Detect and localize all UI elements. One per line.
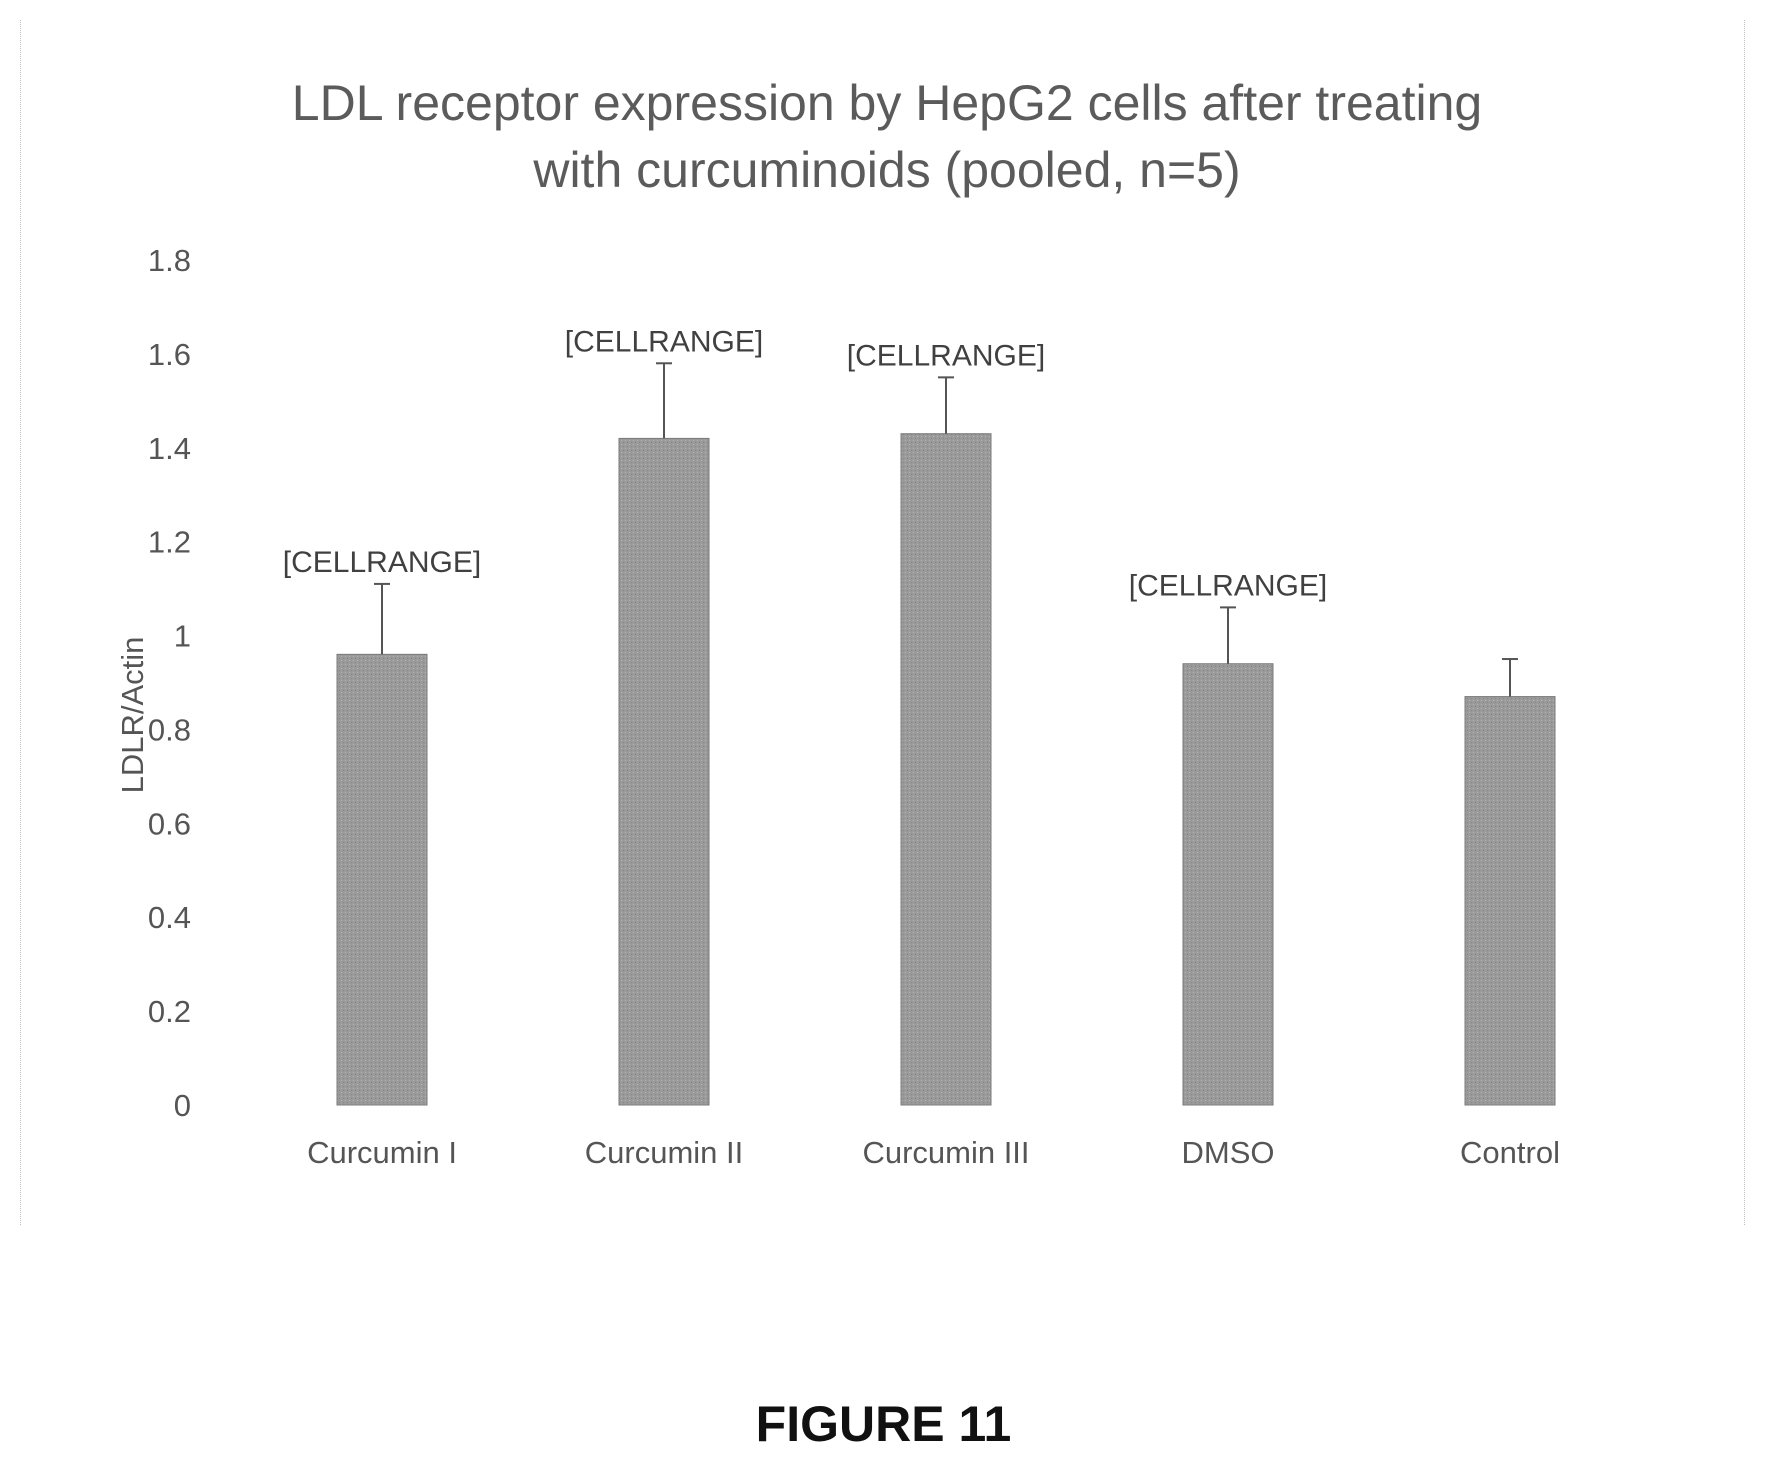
chart-frame: LDL receptor expression by HepG2 cells a… bbox=[20, 20, 1745, 1225]
y-tick-label: 0 bbox=[174, 1088, 191, 1123]
y-tick-label: 1.8 bbox=[148, 243, 191, 278]
y-tick-label: 0.4 bbox=[148, 900, 191, 935]
y-tick-label: 0.2 bbox=[148, 994, 191, 1029]
category-label: Curcumin III bbox=[862, 1135, 1029, 1170]
data-label: [CELLRANGE] bbox=[847, 339, 1045, 372]
bar bbox=[618, 437, 710, 1106]
category-label: Control bbox=[1460, 1135, 1560, 1170]
bar-chart: LDL receptor expression by HepG2 cells a… bbox=[115, 75, 1560, 1170]
y-tick-label: 1.2 bbox=[148, 525, 191, 560]
bar bbox=[336, 653, 428, 1106]
y-tick-label: 1 bbox=[174, 619, 191, 654]
data-labels: [CELLRANGE] [CELLRANGE] [CELLRANGE] [CELLRA… bbox=[283, 325, 1327, 602]
error-bars bbox=[374, 362, 1518, 697]
y-tick-label: 1.4 bbox=[148, 431, 191, 466]
category-label: DMSO bbox=[1182, 1135, 1275, 1170]
y-tick-label: 1.6 bbox=[148, 337, 191, 372]
category-label: Curcumin I bbox=[307, 1135, 457, 1170]
chart-title-line-2: with curcuminoids (pooled, n=5) bbox=[532, 142, 1240, 198]
bar bbox=[1182, 663, 1274, 1106]
bars bbox=[336, 433, 1556, 1106]
bar bbox=[900, 433, 992, 1106]
y-tick-label: 0.6 bbox=[148, 806, 191, 841]
y-tick-labels: 0 0.2 0.4 0.6 0.8 1 1.2 1.4 1.6 1.8 bbox=[148, 243, 191, 1123]
data-label: [CELLRANGE] bbox=[565, 325, 763, 358]
data-label: [CELLRANGE] bbox=[283, 546, 481, 579]
chart-title-line-1: LDL receptor expression by HepG2 cells a… bbox=[292, 75, 1482, 131]
category-label: Curcumin II bbox=[585, 1135, 743, 1170]
figure-label: FIGURE 11 bbox=[755, 1396, 1012, 1452]
category-labels: Curcumin I Curcumin II Curcumin III DMSO Con… bbox=[307, 1135, 1560, 1170]
bar bbox=[1464, 696, 1556, 1106]
data-label: [CELLRANGE] bbox=[1129, 569, 1327, 602]
y-axis-title: LDLR/Actin bbox=[115, 637, 150, 794]
y-tick-label: 0.8 bbox=[148, 712, 191, 747]
